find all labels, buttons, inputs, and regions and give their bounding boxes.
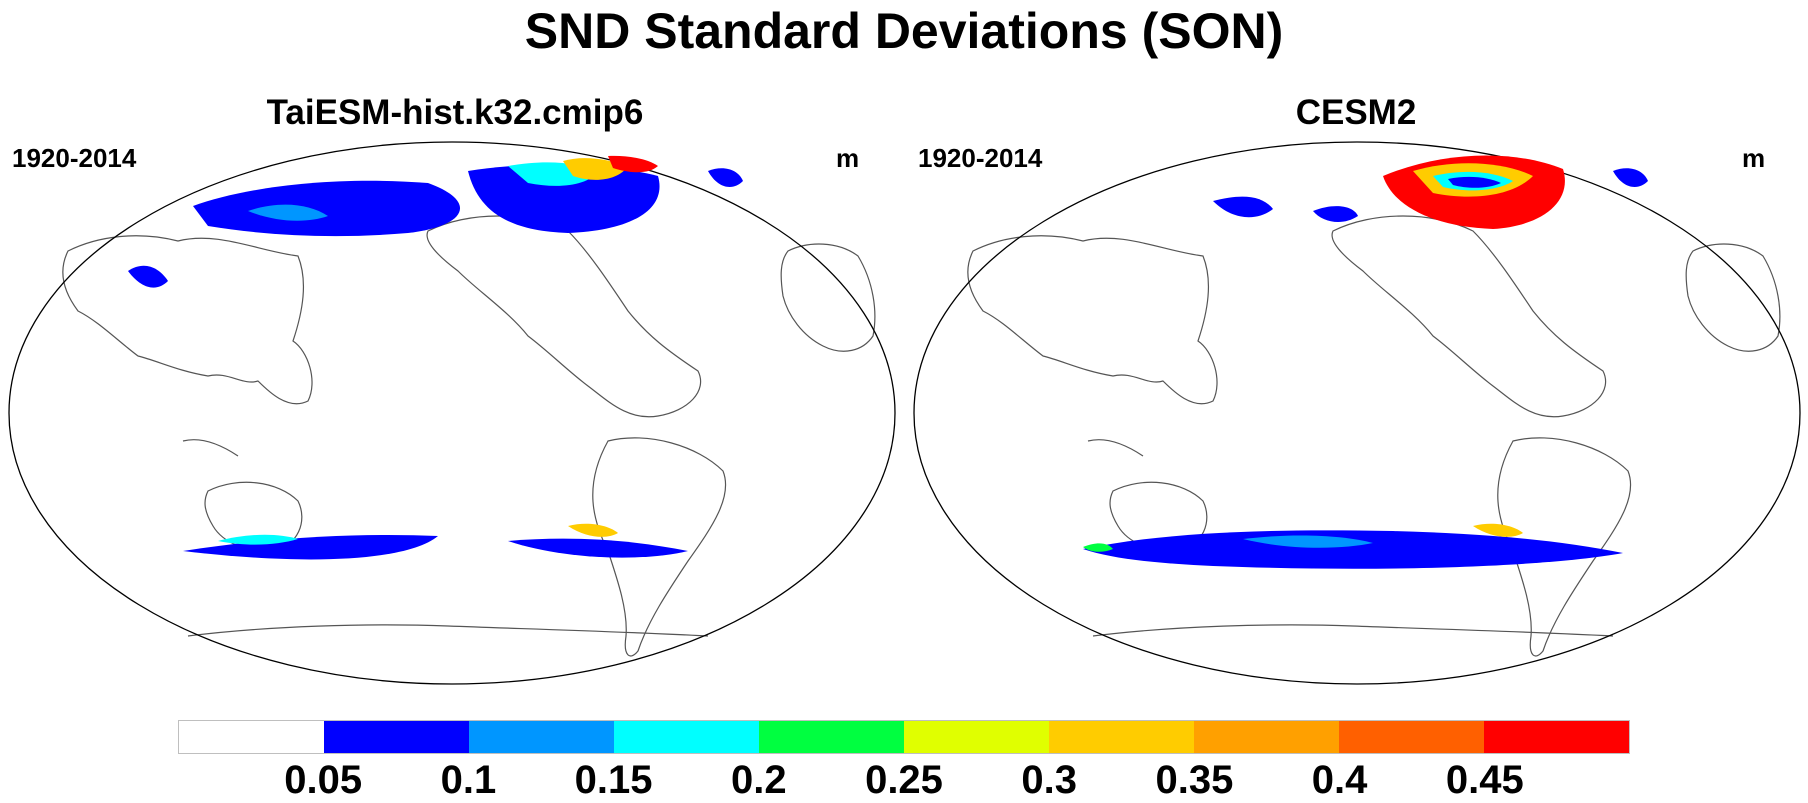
colorbar [178,720,1630,754]
panel-1-period: 1920-2014 [12,143,137,173]
panel-2-map [913,141,1801,685]
panel-2-map-boundary [913,141,1801,685]
panel-1-coastlines [62,215,876,657]
colorbar-tick-label: 0.45 [1445,758,1524,802]
colorbar-tick-label: 0.25 [865,758,943,802]
panel-2-period: 1920-2014 [918,143,1043,173]
panel-1-units: m [836,143,860,173]
figure-title: SND Standard Deviations (SON) [524,3,1284,59]
colorbar-bin-4 [614,721,759,753]
colorbar-bin-7 [1049,721,1194,753]
panel-1-snow-field [128,155,743,560]
colorbar-tick-label: 0.1 [440,758,497,802]
colorbar-bin-6 [904,721,1049,753]
colorbar-bin-1 [179,721,324,753]
colorbar-bin-5 [759,721,904,753]
colorbar-tick-label: 0.2 [730,758,787,802]
panel-1-map [8,141,896,685]
colorbar-tick-label: 0.05 [284,758,363,802]
colorbar-bin-10 [1484,721,1629,753]
panel-2-snow-field [1083,155,1648,569]
colorbar-tick-label: 0.3 [1021,758,1077,802]
colorbar-bin-8 [1194,721,1339,753]
colorbar-tick-label: 0.15 [574,758,653,802]
colorbar-tick-label: 0.35 [1155,758,1234,802]
colorbar-tick-label: 0.4 [1311,758,1368,802]
panel-2-units: m [1742,143,1766,173]
colorbar-bin-2 [324,721,469,753]
panel-1-title: TaiESM-hist.k32.cmip6 [266,93,644,132]
panel-2-title: CESM2 [1295,93,1417,132]
panel-1-map-boundary [8,141,896,685]
panel-2-coastlines [967,215,1781,657]
colorbar-bin-9 [1339,721,1484,753]
colorbar-bin-3 [469,721,614,753]
